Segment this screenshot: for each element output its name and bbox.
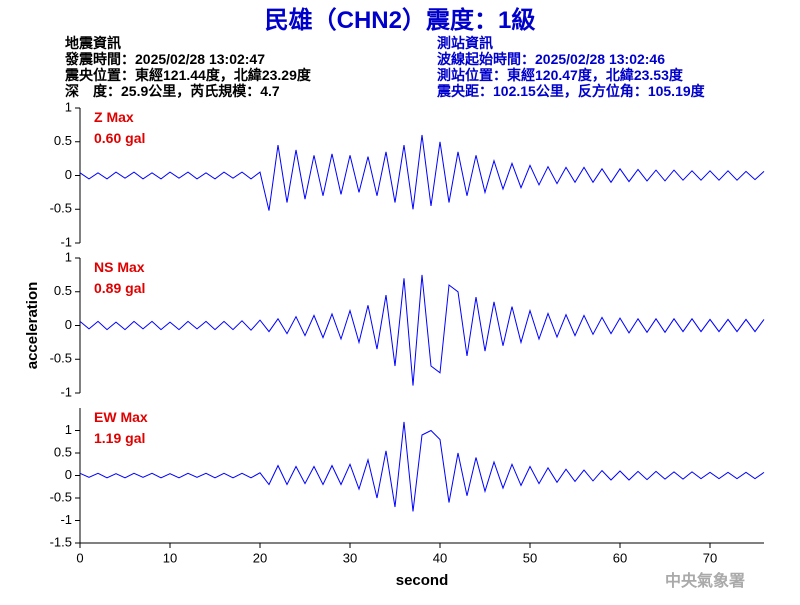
info-line: 深 度：25.9公里，芮氏規模：4.7	[65, 83, 280, 99]
x-tick-label: 30	[343, 550, 357, 565]
max-label: EW Max	[94, 409, 148, 425]
y-tick-label: 0.5	[54, 283, 72, 298]
max-label: NS Max	[94, 259, 145, 275]
info-line: 震央位置：東經121.44度，北緯23.29度	[64, 67, 312, 83]
x-tick-label: 0	[76, 550, 83, 565]
info-line: 地震資訊	[65, 35, 121, 51]
y-tick-label: -0.5	[50, 201, 72, 216]
x-tick-label: 40	[433, 550, 447, 565]
watermark: 中央氣象署	[665, 571, 745, 590]
max-label: Z Max	[94, 109, 134, 125]
chart-title: 民雄（CHN2）震度：1級	[265, 6, 536, 34]
y-tick-label: -0.5	[50, 351, 72, 366]
x-tick-label: 50	[523, 550, 537, 565]
info-line: 發震時間：2025/02/28 13:02:47	[64, 51, 265, 67]
x-tick-label: 20	[253, 550, 267, 565]
info-line: 波線起始時間：2025/02/28 13:02:46	[437, 51, 665, 67]
max-label: 0.89 gal	[94, 280, 145, 296]
max-label: 0.60 gal	[94, 130, 145, 146]
y-tick-label: -1	[60, 512, 72, 527]
info-line: 震央距：102.15公里，反方位角：105.19度	[436, 83, 706, 99]
waveform	[79, 134, 765, 211]
y-tick-label: 1	[65, 422, 72, 437]
x-tick-label: 60	[613, 550, 627, 565]
max-label: 1.19 gal	[94, 430, 145, 446]
y-tick-label: 1	[65, 99, 72, 114]
y-tick-label: -1	[60, 234, 72, 249]
info-line: 測站位置：東經120.47度，北緯23.53度	[437, 67, 684, 83]
y-tick-label: 1	[65, 249, 72, 264]
y-tick-label: -1	[60, 384, 72, 399]
y-axis-label: acceleration	[24, 282, 41, 370]
y-tick-label: 0.5	[54, 133, 72, 148]
y-tick-label: 0	[65, 467, 72, 482]
x-tick-label: 70	[703, 550, 717, 565]
x-tick-label: 10	[163, 550, 177, 565]
y-tick-label: -1.5	[50, 534, 72, 549]
waveform	[79, 274, 765, 386]
y-tick-label: 0	[65, 167, 72, 182]
y-tick-label: 0.5	[54, 444, 72, 459]
waveform	[79, 421, 765, 512]
y-tick-label: -0.5	[50, 489, 72, 504]
x-axis-label: second	[396, 572, 449, 589]
y-tick-label: 0	[65, 317, 72, 332]
info-line: 測站資訊	[437, 35, 493, 51]
